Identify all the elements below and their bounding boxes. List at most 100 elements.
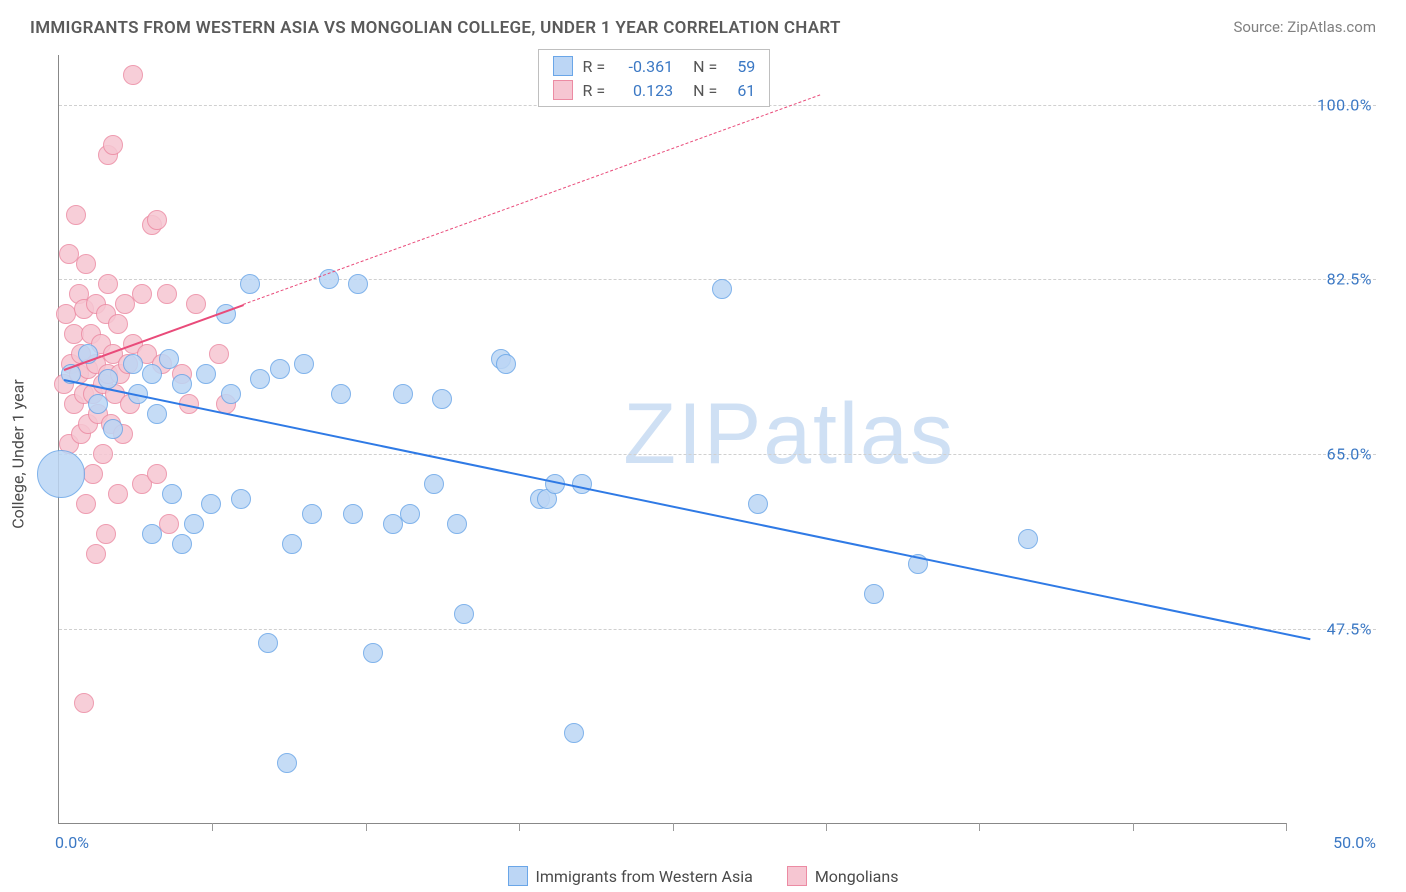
legend-swatch [553,80,573,100]
x-tick [979,823,980,831]
scatter-point-mongolians [209,344,229,364]
scatter-point-western_asia [302,504,322,524]
x-tick [212,823,213,831]
scatter-point-mongolians [83,464,103,484]
scatter-point-mongolians [147,464,167,484]
scatter-point-western_asia [572,474,592,494]
plot-area: 0.0% 50.0% ZIPatlas47.5%65.0%82.5%100.0%… [58,55,1286,824]
scatter-point-mongolians [93,444,113,464]
legend-n-value: 59 [727,57,755,76]
legend-r-value: -0.361 [615,57,673,76]
scatter-point-mongolians [157,284,177,304]
scatter-point-western_asia [196,364,216,384]
scatter-point-mongolians [96,524,116,544]
trendline [64,379,1311,640]
watermark: ZIPatlas [623,385,954,484]
scatter-point-western_asia [331,384,351,404]
scatter-point-mongolians [103,135,123,155]
y-tick-label: 82.5% [1327,270,1372,289]
x-tick [1133,823,1134,831]
scatter-point-western_asia [159,349,179,369]
scatter-point-mongolians [108,314,128,334]
legend-n-value: 61 [727,81,755,100]
legend-r-value: 0.123 [615,81,673,100]
y-tick-label: 100.0% [1317,95,1372,114]
scatter-point-western_asia [454,604,474,624]
scatter-point-western_asia [1018,529,1038,549]
scatter-point-mongolians [186,294,206,314]
gridline-h [59,629,1376,630]
scatter-point-mongolians [76,494,96,514]
legend-r-label: R = [583,81,606,100]
scatter-point-western_asia [147,404,167,424]
x-tick [1286,823,1287,831]
scatter-point-western_asia [393,384,413,404]
legend-r-label: R = [583,57,606,76]
legend-item-mongolians: Mongolians [787,866,899,886]
scatter-point-western_asia [172,374,192,394]
scatter-point-western_asia [103,419,123,439]
scatter-point-western_asia [172,534,192,554]
x-axis-max-label: 50.0% [1333,833,1376,852]
legend-label: Mongolians [815,867,899,886]
scatter-point-western_asia [564,723,584,743]
scatter-point-western_asia [348,274,368,294]
scatter-point-western_asia [250,369,270,389]
legend-bottom: Immigrants from Western Asia Mongolians [30,866,1376,886]
legend-n-label: N = [693,57,717,76]
scatter-point-western_asia [282,534,302,554]
legend-swatch-western-asia [508,866,528,886]
scatter-point-mongolians [159,514,179,534]
y-tick-label: 47.5% [1327,619,1372,638]
scatter-point-mongolians [98,274,118,294]
source-link[interactable]: ZipAtlas.com [1287,18,1376,36]
x-tick [826,823,827,831]
x-tick [519,823,520,831]
scatter-point-western_asia [400,504,420,524]
scatter-point-western_asia [748,494,768,514]
scatter-point-western_asia [88,394,108,414]
scatter-point-western_asia [432,389,452,409]
scatter-point-western_asia [37,450,85,498]
y-axis-label: College, Under 1 year [9,379,28,529]
scatter-point-western_asia [142,364,162,384]
scatter-point-mongolians [74,693,94,713]
legend-label: Immigrants from Western Asia [536,867,753,886]
scatter-point-western_asia [447,514,467,534]
chart-area: College, Under 1 year 0.0% 50.0% ZIPatla… [30,55,1376,852]
scatter-point-western_asia [270,359,290,379]
scatter-point-western_asia [221,384,241,404]
scatter-point-western_asia [201,494,221,514]
legend-n-label: N = [693,81,717,100]
scatter-point-mongolians [76,254,96,274]
source-prefix: Source: [1233,18,1287,36]
gridline-h [59,454,1376,455]
scatter-point-western_asia [363,643,383,663]
scatter-point-western_asia [864,584,884,604]
scatter-point-mongolians [86,544,106,564]
chart-title: IMMIGRANTS FROM WESTERN ASIA VS MONGOLIA… [30,18,841,38]
scatter-point-mongolians [147,210,167,230]
source-attribution: Source: ZipAtlas.com [1233,18,1376,36]
legend-stats-box: R = -0.361 N = 59 R = 0.123 N = 61 [538,49,771,107]
scatter-point-mongolians [132,284,152,304]
legend-swatch [553,56,573,76]
scatter-point-mongolians [108,484,128,504]
x-tick [366,823,367,831]
y-tick-label: 65.0% [1327,444,1372,463]
scatter-point-mongolians [66,205,86,225]
scatter-point-western_asia [277,753,297,773]
scatter-point-western_asia [258,633,278,653]
scatter-point-mongolians [123,65,143,85]
scatter-point-western_asia [343,504,363,524]
x-tick [673,823,674,831]
scatter-point-western_asia [142,524,162,544]
scatter-point-western_asia [424,474,444,494]
scatter-point-western_asia [294,354,314,374]
legend-item-western-asia: Immigrants from Western Asia [508,866,753,886]
legend-stats-row: R = 0.123 N = 61 [539,78,770,102]
scatter-point-western_asia [184,514,204,534]
scatter-point-western_asia [496,354,516,374]
legend-swatch-mongolians [787,866,807,886]
scatter-point-western_asia [240,274,260,294]
